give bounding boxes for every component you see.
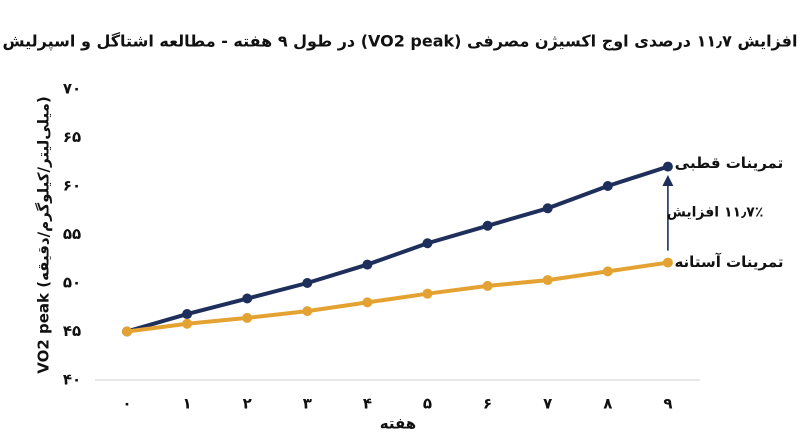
data-point [302, 306, 313, 317]
x-tick-label: ۱ [183, 395, 192, 413]
y-tick-label: ۶۵ [63, 128, 81, 146]
data-point [122, 326, 132, 337]
y-tick-label: ۴۰ [63, 371, 81, 389]
data-point [302, 278, 313, 288]
y-tick-label: ۷۰ [63, 80, 81, 98]
series-label: تمرینات آستانه [674, 253, 783, 271]
x-axis-label: هفته [380, 415, 416, 433]
series-label: تمرینات قطبی [675, 154, 783, 172]
x-tick-label: ۴ [363, 395, 372, 413]
x-tick-label: ۲ [243, 395, 252, 413]
data-point [182, 309, 193, 320]
x-tick-label: ۶ [483, 395, 492, 413]
data-point [662, 257, 673, 268]
data-point [662, 161, 673, 172]
x-tick-label: ۷ [543, 395, 552, 413]
x-tick-label: ۵ [423, 395, 432, 413]
x-tick-label: ۰ [122, 395, 131, 413]
x-tick-label: ۳ [303, 395, 312, 413]
data-point [482, 280, 493, 291]
y-tick-label: ۴۵ [63, 322, 81, 340]
series-line [126, 260, 669, 334]
data-point [422, 238, 433, 249]
annotation: ۱۱٫۷٪ افزایش [667, 205, 764, 221]
y-axis-label: VO2 peak (میلی‌لیتر/کیلوگرم/دقیقه) [35, 96, 53, 374]
data-point [362, 297, 373, 308]
y-tick-label: ۶۰ [63, 177, 81, 195]
data-point [242, 293, 253, 304]
data-point [362, 259, 373, 270]
data-point [242, 312, 253, 323]
data-point [542, 275, 553, 286]
series-line [126, 164, 669, 334]
x-tick-label: ۹ [663, 395, 672, 413]
x-tick-label: ۸ [603, 395, 612, 413]
y-tick-label: ۵۵ [63, 225, 81, 243]
data-point [482, 220, 493, 231]
data-point [182, 318, 193, 329]
chart-title: افزایش ۱۱٫۷ درصدی اوج اکسیژن مصرفی (VO2 … [3, 32, 798, 52]
data-point [602, 181, 613, 191]
data-point [422, 288, 433, 299]
data-point [542, 203, 553, 214]
y-tick-label: ۵۰ [63, 274, 81, 292]
data-point [602, 266, 613, 277]
